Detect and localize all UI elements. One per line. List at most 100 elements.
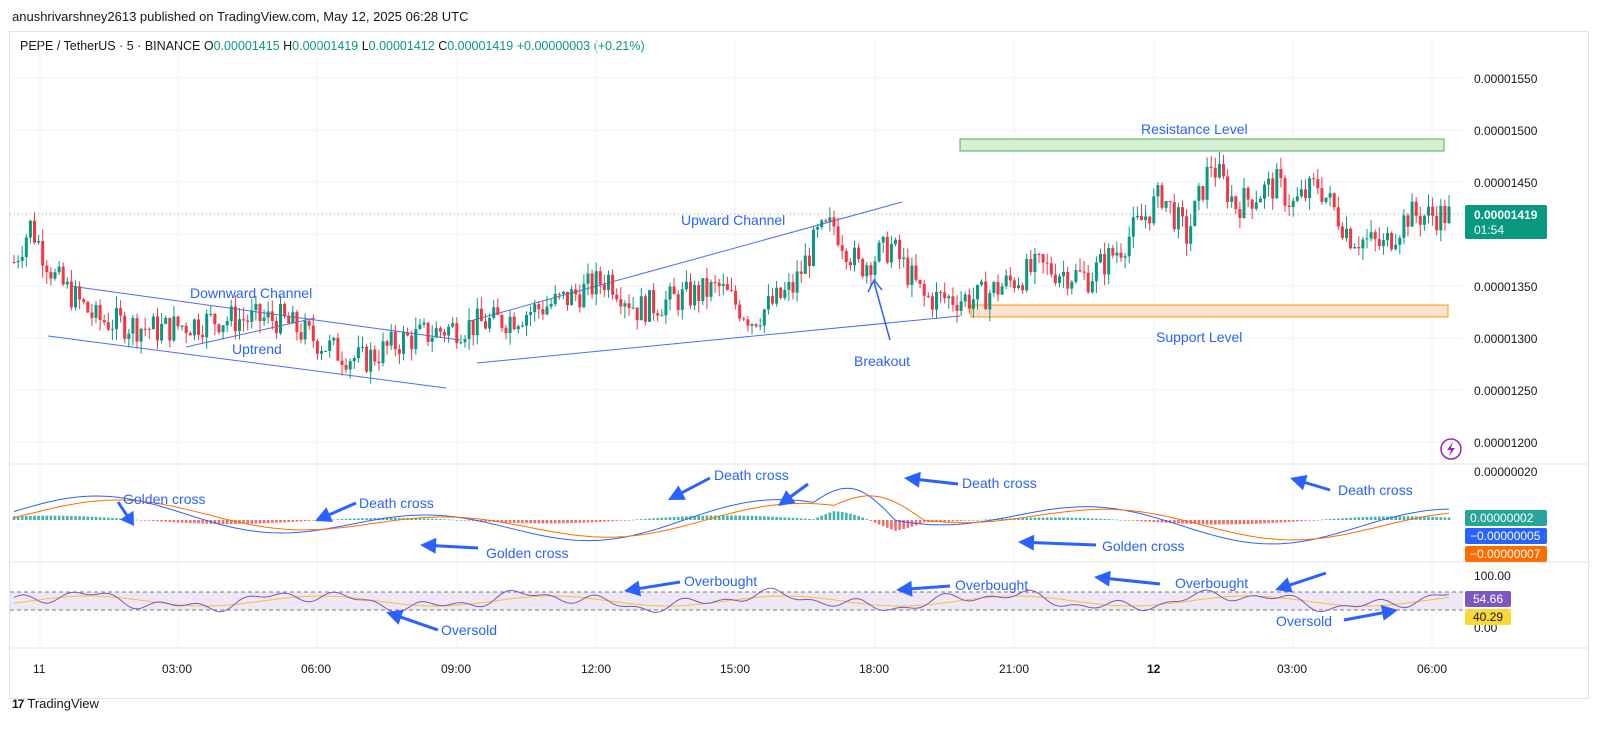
candle-body — [209, 313, 213, 315]
macd-bar — [1242, 520, 1246, 525]
macd-bar — [890, 520, 893, 530]
candle-body — [697, 284, 701, 302]
macd-bar — [1378, 516, 1381, 520]
time-axis[interactable]: 11 03:00 06:00 09:00 12:00 15:00 18:00 2… — [33, 662, 1447, 676]
candle-body — [1209, 166, 1213, 168]
macd-bar — [849, 513, 852, 520]
candle-body — [459, 342, 463, 344]
candle-body — [69, 281, 73, 308]
candle-body — [926, 295, 930, 297]
candle-body — [541, 309, 545, 315]
candle-body — [1222, 163, 1225, 177]
candle-body — [1427, 206, 1430, 216]
candle-body — [414, 328, 418, 350]
candle-body — [935, 291, 938, 310]
candle-body — [90, 312, 94, 318]
publisher-line: anushrivarshney2613 published on Trading… — [12, 9, 469, 24]
macd-bar — [853, 514, 856, 520]
macd-bar — [742, 515, 746, 520]
change-value: +0.00000003 (+0.21%) — [516, 39, 645, 53]
macd-bar — [504, 520, 508, 523]
channel-lines[interactable] — [47, 201, 961, 389]
candle-body — [41, 241, 45, 266]
macd-bar — [779, 517, 782, 520]
macd-bar — [824, 514, 828, 520]
candle-body — [910, 265, 914, 285]
macd-bar — [775, 516, 778, 520]
macd-bar — [1029, 517, 1033, 520]
last-price-tag-value: 0.00001419 — [1474, 208, 1538, 222]
candle-body — [463, 338, 467, 343]
macd-bar — [1308, 520, 1311, 521]
footer-brand[interactable]: 17 TradingView — [12, 696, 99, 711]
resistance-zone[interactable] — [959, 138, 1445, 152]
candle-body — [902, 257, 906, 260]
candle-body — [1328, 193, 1332, 198]
candle-body — [344, 365, 348, 370]
close-label: C — [438, 39, 448, 53]
candle-body — [172, 316, 176, 341]
candle-body — [1377, 239, 1381, 247]
candle-body — [1000, 286, 1004, 295]
candle-body — [574, 289, 578, 295]
symbol-name[interactable]: PEPE / TetherUS · 5 · BINANCE — [20, 39, 201, 53]
macd-bar — [1119, 519, 1123, 521]
candle-body — [94, 304, 98, 318]
rsi-tag-value: 54.66 — [1473, 592, 1503, 606]
macd-bar — [53, 515, 57, 520]
price-axis[interactable]: 0.00001550 0.00001500 0.00001450 0.00001… — [1474, 72, 1538, 450]
candle-body — [397, 349, 401, 354]
macd-bar — [1255, 520, 1258, 524]
macd-bar — [455, 519, 459, 521]
candle-body — [1037, 254, 1041, 256]
candle-body — [1078, 270, 1082, 272]
rsi-axis-100: 100.00 — [1474, 569, 1511, 583]
candle-body — [455, 323, 459, 344]
time-tick: 06:00 — [301, 662, 331, 676]
macd-bar — [275, 520, 278, 523]
candle-body — [639, 296, 643, 321]
candle-body — [1263, 184, 1266, 199]
flash-icon[interactable] — [1440, 438, 1462, 460]
macd-bar — [972, 520, 975, 521]
macd-bar — [1164, 520, 1168, 523]
signal-tag-bg — [1465, 546, 1547, 562]
macd-bar — [1205, 520, 1209, 525]
callout-arrow — [116, 501, 134, 526]
macd-bar — [668, 517, 672, 520]
candle-body — [1176, 207, 1180, 230]
candle-body — [61, 266, 65, 285]
candle-body — [1156, 185, 1160, 197]
macd-bar — [959, 520, 963, 521]
candle-body — [1283, 178, 1287, 206]
macd-bar — [717, 515, 721, 520]
candle-body — [143, 328, 147, 330]
macd-bar — [205, 520, 208, 524]
candle-body — [221, 325, 225, 333]
candle-body — [299, 332, 303, 340]
candle-body — [1103, 254, 1107, 275]
time-tick: 21:00 — [999, 662, 1029, 676]
candle-body — [525, 314, 528, 326]
macd-bar — [1353, 517, 1356, 520]
signal-line — [13, 495, 1450, 541]
candle-body — [1004, 275, 1008, 287]
candle-body — [1410, 201, 1414, 227]
candle-body — [598, 271, 602, 285]
macd-bar — [619, 520, 623, 521]
low-label: L — [361, 39, 369, 53]
candle-body — [246, 320, 250, 322]
candle-body — [1439, 205, 1443, 231]
callout-arrow — [315, 501, 357, 522]
macd-bar — [1095, 518, 1098, 520]
candle-body — [332, 337, 336, 341]
macd-bar — [1246, 520, 1250, 525]
candle-body — [1447, 206, 1451, 224]
candle-body — [438, 328, 442, 332]
macd-bar — [189, 520, 192, 524]
candle-body — [238, 319, 241, 332]
candle-body — [1254, 202, 1258, 209]
support-zone[interactable] — [970, 304, 1449, 318]
candle-body — [135, 318, 139, 342]
